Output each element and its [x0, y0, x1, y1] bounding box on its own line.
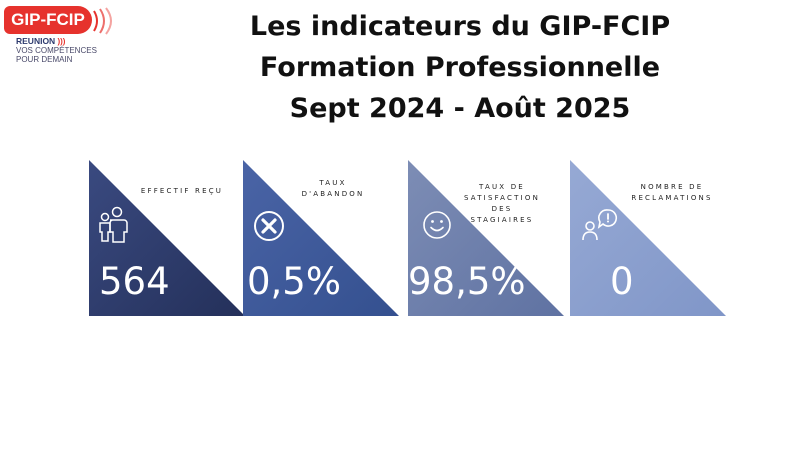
indicator-label: EFFECTIF REÇU [140, 187, 224, 195]
page-title: Les indicateurs du GIP-FCIP Formation Pr… [200, 6, 720, 129]
indicator-card-satisfaction: TAUX DE SATISFACTION DES STAGIAIRES 98,5… [408, 160, 564, 316]
card-triangle [243, 160, 399, 316]
title-line-2: Formation Professionnelle [259, 52, 661, 83]
logo-subtitle: REUNION ))) VOS COMPÉTENCES POUR DEMAIN [16, 36, 97, 65]
smiley-icon [423, 211, 451, 239]
indicator-value: 0 [610, 260, 634, 303]
indicator-label: TAUX D'ABANDON [301, 179, 365, 198]
indicator-card-reclamations: NOMBRE DE RECLAMATIONS 0 [570, 160, 726, 316]
logo-tagline-1: VOS COMPÉTENCES [16, 46, 97, 55]
cross-circle-icon [254, 211, 284, 241]
indicator-value: 564 [99, 260, 170, 303]
people-icon [99, 206, 128, 243]
complaint-user-icon [582, 209, 618, 241]
card-triangle [570, 160, 726, 316]
card-triangle [89, 160, 245, 316]
logo-arcs-icon [93, 7, 112, 35]
logo-badge: GIP-FCIP [4, 6, 92, 34]
logo-region: REUNION [16, 36, 56, 46]
indicator-card-effectif: EFFECTIF REÇU 564 [89, 160, 245, 316]
indicator-value: 98,5% [408, 260, 526, 303]
title-line-1: Les indicateurs du GIP-FCIP [249, 11, 671, 42]
logo-tagline-2: POUR DEMAIN [16, 55, 73, 64]
title-line-3: Sept 2024 - Août 2025 [289, 93, 631, 124]
gip-fcip-logo: GIP-FCIP REUNION ))) VOS COMPÉTENCES POU… [4, 4, 124, 74]
logo-region-arrows: ))) [57, 37, 66, 46]
indicator-label: NOMBRE DE RECLAMATIONS [631, 183, 713, 202]
indicator-label: TAUX DE SATISFACTION DES STAGIAIRES [463, 183, 541, 224]
card-triangle [408, 160, 564, 316]
indicator-value: 0,5% [247, 260, 341, 303]
indicator-card-abandon: TAUX D'ABANDON 0,5% [243, 160, 399, 316]
